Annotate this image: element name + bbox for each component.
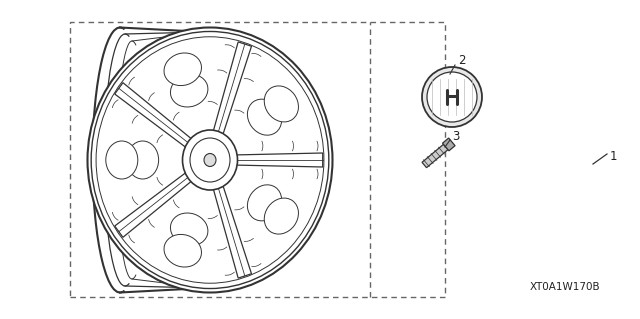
Text: 2: 2	[458, 55, 466, 68]
Text: 3: 3	[452, 130, 460, 143]
Bar	[70, 22, 445, 297]
Circle shape	[427, 72, 477, 122]
Ellipse shape	[190, 138, 230, 182]
Ellipse shape	[170, 213, 208, 246]
Ellipse shape	[164, 234, 202, 267]
Ellipse shape	[127, 141, 159, 179]
Polygon shape	[422, 144, 448, 168]
Ellipse shape	[88, 27, 333, 293]
Circle shape	[422, 67, 482, 127]
Polygon shape	[212, 181, 252, 278]
Ellipse shape	[164, 53, 202, 85]
Ellipse shape	[248, 185, 282, 221]
Ellipse shape	[248, 99, 282, 135]
Text: 1: 1	[609, 150, 617, 162]
Ellipse shape	[264, 86, 298, 122]
Ellipse shape	[182, 130, 237, 190]
Polygon shape	[442, 138, 455, 151]
Ellipse shape	[204, 153, 216, 167]
Polygon shape	[212, 42, 252, 139]
Text: XT0A1W170B: XT0A1W170B	[530, 282, 600, 292]
Polygon shape	[232, 153, 323, 167]
Ellipse shape	[170, 74, 208, 107]
Ellipse shape	[264, 198, 298, 234]
Ellipse shape	[106, 141, 138, 179]
Polygon shape	[115, 170, 195, 237]
Polygon shape	[115, 83, 195, 150]
